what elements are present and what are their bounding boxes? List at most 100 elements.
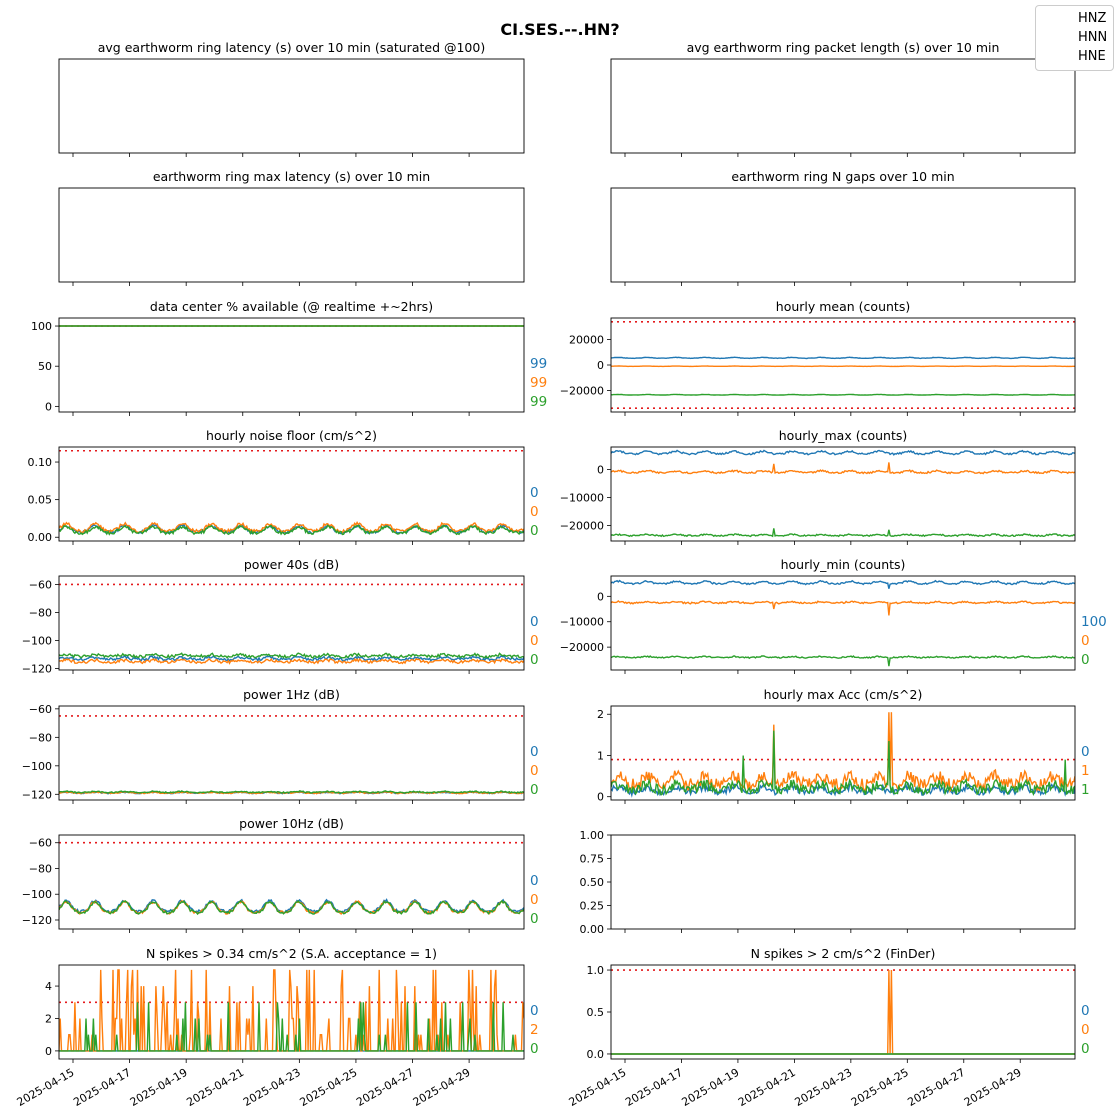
panel-frame (58, 58, 525, 154)
legend-entry-hne: HNE (1078, 49, 1106, 64)
y-tick-label: 0.05 (28, 494, 53, 507)
y-tick-label: 0.10 (28, 456, 53, 469)
panel-frame (610, 964, 1076, 1060)
y-tick-label: −80 (29, 606, 52, 619)
y-tick-label: 0.0 (587, 1048, 605, 1061)
y-tick-label: −120 (22, 914, 52, 927)
series-line-hnn (611, 969, 1075, 1055)
y-tick-label: 2 (45, 1012, 52, 1025)
x-tick-label: 2025-04-25 (298, 1066, 360, 1109)
side-value-hne: 0 (1081, 1041, 1090, 1057)
x-tick-label: 2025-04-19 (128, 1066, 190, 1109)
plot-area (611, 579, 1075, 667)
series-line-hnn (59, 969, 524, 1052)
panel-title: earthworm ring N gaps over 10 min (731, 169, 954, 184)
panel-maxacc: hourly max Acc (cm/s^2) 0 1 2 0 1 1 (597, 687, 1090, 804)
side-value-hnz: 0 (530, 614, 539, 630)
y-tick-label: 0.5 (587, 1006, 605, 1019)
legend: HNZ HNN HNE (1035, 5, 1114, 71)
panel-frame (610, 317, 1076, 413)
panel-title: hourly noise floor (cm/s^2) (206, 428, 377, 443)
series-line-hnn (59, 657, 524, 665)
x-tick-label: 2025-04-17 (71, 1066, 133, 1109)
y-tick-label: −80 (29, 731, 52, 744)
panel-frame (58, 834, 525, 930)
x-tick-label: 2025-04-27 (354, 1066, 416, 1109)
plot-area (59, 969, 524, 1052)
side-value-hne: 0 (530, 782, 539, 798)
side-value-hnn: 0 (530, 892, 539, 908)
side-value-hne: 0 (1081, 652, 1090, 668)
side-value-hnz: 0 (1081, 1003, 1090, 1019)
y-tick-label: 0.00 (580, 923, 605, 936)
y-tick-label: 1.0 (587, 964, 605, 977)
y-tick-label: −60 (29, 703, 52, 716)
x-tick-label: 2025-04-15 (15, 1066, 77, 1109)
x-tick-label: 2025-04-23 (241, 1066, 303, 1109)
panel-title: earthworm ring max latency (s) over 10 m… (153, 169, 430, 184)
y-tick-label: −100 (22, 888, 52, 901)
side-value-hnn: 0 (1081, 1022, 1090, 1038)
panel-empty: 0.00 0.25 0.50 0.75 1.00 (580, 829, 1076, 936)
panel-frame (58, 575, 525, 671)
x-tick-label: 2025-04-29 (962, 1066, 1024, 1109)
x-tick-label: 2025-04-17 (623, 1066, 685, 1109)
y-tick-label: 50 (38, 360, 52, 373)
side-value-hnz: 100 (1081, 614, 1107, 630)
series-line-hne (59, 1002, 524, 1052)
y-tick-label: 0 (45, 1045, 52, 1058)
panel-p10hz: power 10Hz (dB) −120 −100 −80 −60 0 0 0 (22, 816, 539, 933)
panel-title: power 40s (dB) (244, 557, 339, 572)
series-line-hnz (611, 579, 1075, 589)
plot-area (611, 449, 1075, 538)
side-value-hnz: 0 (530, 744, 539, 760)
y-tick-label: 0 (597, 590, 604, 603)
plot-area (59, 841, 524, 916)
panel-title: avg earthworm ring latency (s) over 10 m… (98, 40, 485, 55)
panel-frame (58, 964, 525, 1060)
side-value-hne: 99 (530, 394, 547, 410)
y-tick-label: 0 (597, 791, 604, 804)
panel-ngaps: earthworm ring N gaps over 10 min (610, 169, 1076, 286)
panel-hmin: hourly_min (counts) −20000 −10000 0 100 0 0 (560, 557, 1107, 674)
panel-frame (58, 187, 525, 283)
series-line-hnn (611, 712, 1075, 794)
side-value-hne: 0 (530, 652, 539, 668)
y-tick-label: 0.25 (580, 900, 605, 913)
side-value-hne: 0 (530, 1041, 539, 1057)
series-line-hne (611, 393, 1075, 396)
y-tick-label: −20000 (560, 520, 604, 533)
series-line-hne (59, 790, 524, 794)
side-value-hnn: 0 (1081, 633, 1090, 649)
side-value-hne: 0 (530, 911, 539, 927)
series-line-hnz (611, 356, 1075, 360)
y-tick-label: −20000 (560, 641, 604, 654)
y-tick-label: 1.00 (580, 829, 605, 842)
panel-title: hourly_min (counts) (781, 557, 906, 572)
y-tick-label: 100 (31, 320, 52, 333)
series-line-hne (611, 655, 1075, 667)
side-value-hnn: 0 (530, 633, 539, 649)
y-tick-label: −100 (22, 760, 52, 773)
legend-entry-hnn: HNN (1078, 30, 1108, 45)
series-line-hnn (59, 521, 524, 535)
panel-title: N spikes > 2 cm/s^2 (FinDer) (751, 946, 936, 961)
panel-title: avg earthworm ring packet length (s) ove… (687, 40, 1000, 55)
panel-p40: power 40s (dB) −120 −100 −80 −60 0 0 0 (22, 557, 539, 676)
panel-avail: data center % available (@ realtime +~2h… (31, 299, 547, 416)
side-value-hne: 0 (530, 523, 539, 539)
panel-latency: avg earthworm ring latency (s) over 10 m… (58, 40, 525, 157)
y-tick-label: −120 (22, 788, 52, 801)
series-line-hnz (59, 898, 524, 914)
y-tick-label: 0.00 (28, 531, 53, 544)
panel-frame (610, 446, 1076, 542)
y-tick-label: 20000 (569, 334, 604, 347)
side-value-hnn: 0 (530, 504, 539, 520)
y-tick-label: −60 (29, 837, 52, 850)
side-value-hnz: 0 (530, 1003, 539, 1019)
y-tick-label: −60 (29, 578, 52, 591)
panel-frame (610, 575, 1076, 671)
side-value-hnz: 0 (530, 873, 539, 889)
panel-frame (610, 58, 1076, 154)
